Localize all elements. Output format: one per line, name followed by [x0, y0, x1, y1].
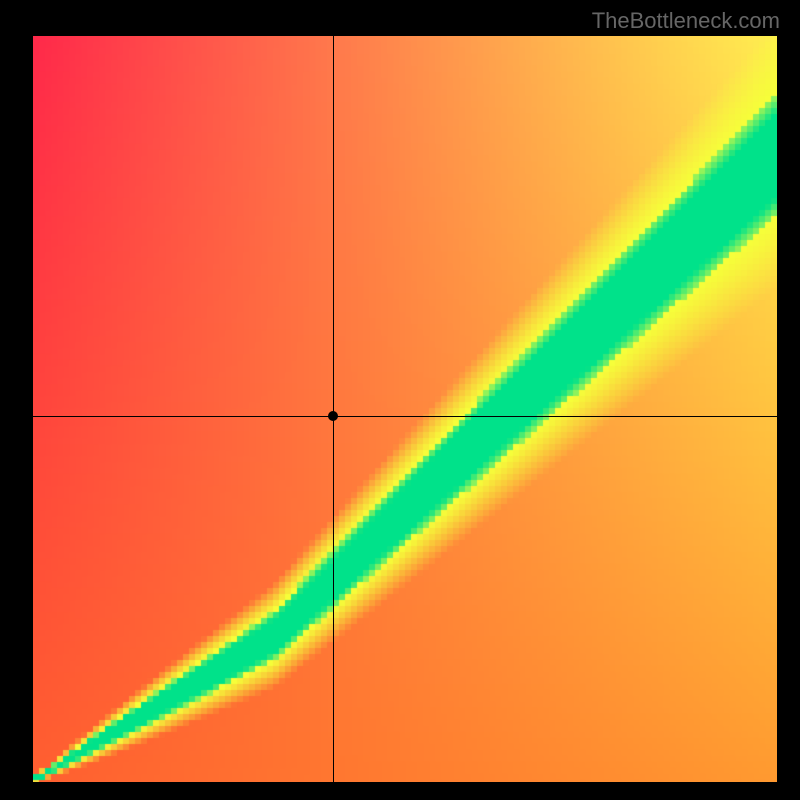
crosshair-vertical [333, 36, 334, 782]
crosshair-horizontal [33, 416, 777, 417]
watermark-text: TheBottleneck.com [592, 8, 780, 34]
crosshair-marker [328, 411, 338, 421]
heatmap-plot [33, 36, 777, 782]
heatmap-canvas [33, 36, 777, 782]
